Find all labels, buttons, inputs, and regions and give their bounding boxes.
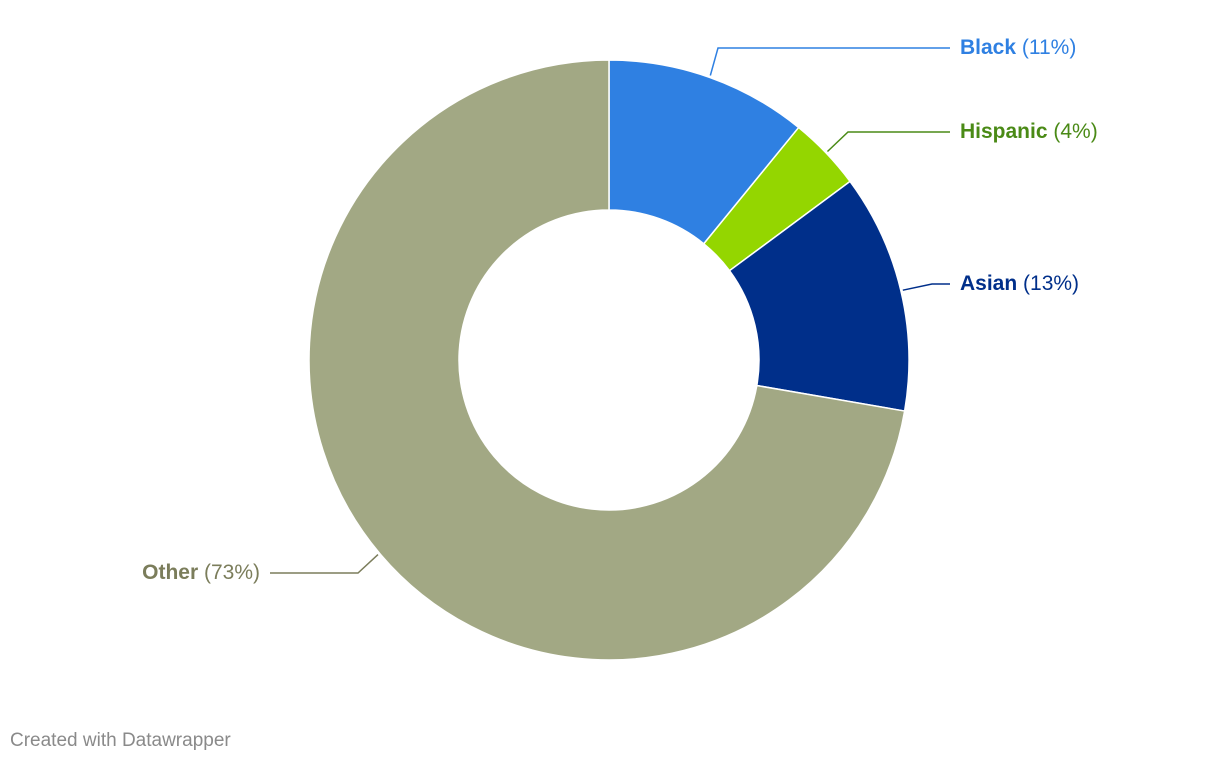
slice-percent-hispanic: (4%) xyxy=(1048,120,1098,143)
slice-name-hispanic: Hispanic xyxy=(960,120,1048,143)
slice-label-other: Other (73%) xyxy=(142,561,260,584)
leader-line-asian xyxy=(902,283,950,291)
leader-line-hispanic xyxy=(826,131,950,153)
slice-label-hispanic: Hispanic (4%) xyxy=(960,120,1098,143)
slice-name-other: Other xyxy=(142,561,198,584)
slice-percent-other: (73%) xyxy=(198,561,260,584)
leader-lines xyxy=(270,47,950,574)
donut-slices xyxy=(308,59,910,661)
leader-line-other xyxy=(270,553,379,574)
slice-label-black: Black (11%) xyxy=(960,36,1076,59)
slice-other xyxy=(308,59,906,661)
slice-asian xyxy=(728,180,910,412)
slice-labels: Black (11%) Hispanic (4%) Asian (13%) Other… xyxy=(142,36,1098,584)
slice-label-asian: Asian (13%) xyxy=(960,272,1079,295)
slice-percent-black: (11%) xyxy=(1016,36,1076,59)
slice-name-asian: Asian xyxy=(960,272,1017,295)
slice-percent-asian: (13%) xyxy=(1017,272,1079,295)
leader-line-black xyxy=(709,47,950,76)
datawrapper-credit: Created with Datawrapper xyxy=(10,730,231,751)
slice-name-black: Black xyxy=(960,36,1016,59)
